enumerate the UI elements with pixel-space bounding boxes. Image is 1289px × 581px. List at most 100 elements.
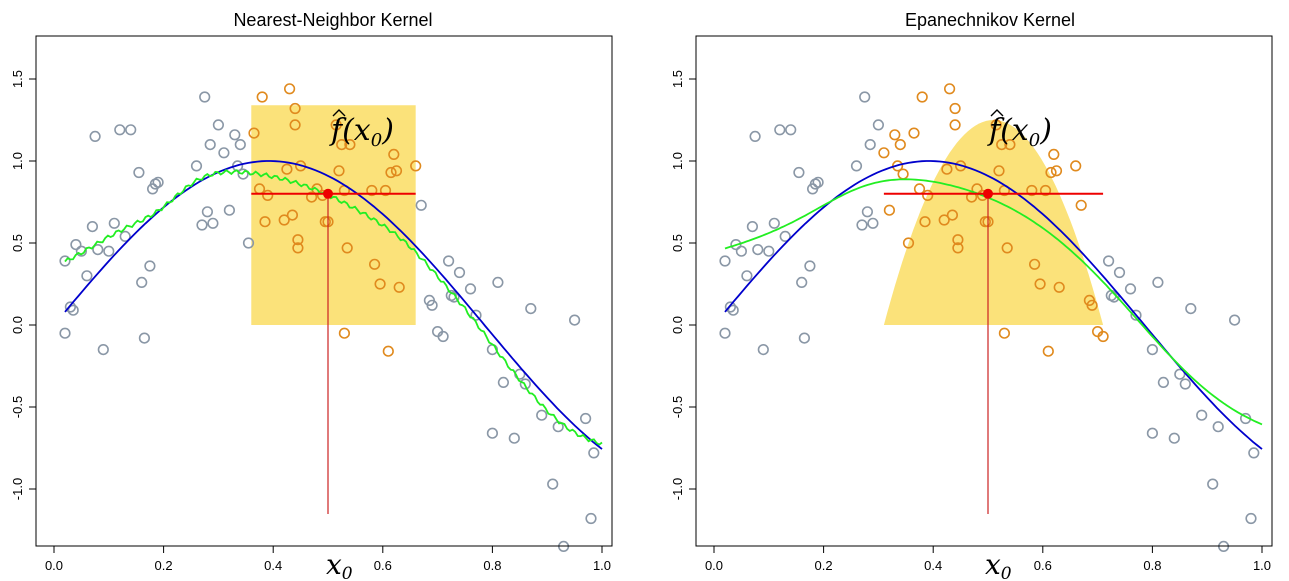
- data-point: [443, 255, 455, 267]
- data-point: [1124, 283, 1137, 295]
- data-point: [204, 139, 216, 151]
- x-tick-label: 0.6: [1034, 558, 1052, 573]
- target-marker: [883, 188, 1104, 514]
- data-point: [108, 217, 120, 229]
- data-point: [426, 299, 438, 311]
- data-point: [415, 199, 427, 211]
- data-point: [735, 245, 748, 257]
- data-point: [1086, 299, 1098, 311]
- data-point: [338, 327, 351, 339]
- data-point: [1053, 281, 1065, 293]
- data-point: [289, 102, 301, 115]
- data-point: [949, 102, 961, 115]
- data-point: [861, 206, 874, 218]
- data-point: [774, 124, 786, 136]
- kernel-box: [251, 105, 416, 326]
- data-point: [486, 427, 499, 439]
- data-point: [913, 183, 926, 195]
- plot-frame: [35, 35, 613, 547]
- data-point: [1130, 309, 1142, 321]
- data-point: [1245, 512, 1257, 525]
- data-point: [1042, 345, 1054, 357]
- kernel-fit-curve: [724, 178, 1263, 426]
- data-point: [727, 304, 739, 316]
- data-point: [1212, 421, 1224, 433]
- data-point: [1185, 303, 1197, 315]
- data-point: [70, 239, 82, 251]
- data-point: [248, 127, 260, 139]
- data-point: [547, 478, 559, 490]
- data-point: [1102, 255, 1115, 267]
- data-point: [1174, 368, 1186, 380]
- data-point: [941, 163, 953, 175]
- data-point: [525, 303, 537, 315]
- data-point: [464, 283, 477, 295]
- data-point: [262, 189, 274, 201]
- y-tick-label: 1.5: [10, 70, 25, 88]
- data-point: [864, 139, 876, 151]
- x-tick-label: 0.8: [483, 558, 501, 573]
- data-point: [336, 139, 348, 151]
- data-point: [867, 217, 879, 229]
- data-point: [724, 301, 737, 313]
- data-point: [850, 160, 863, 172]
- data-point: [568, 314, 581, 326]
- data-point: [234, 139, 246, 151]
- y-tick-label: -0.5: [10, 396, 25, 418]
- data-point: [242, 237, 255, 249]
- data-point: [809, 178, 822, 190]
- data-point: [393, 281, 405, 293]
- data-point: [796, 276, 808, 289]
- data-point: [952, 234, 964, 246]
- data-point: [1004, 139, 1016, 151]
- data-point: [1070, 160, 1082, 172]
- data-point: [1075, 199, 1087, 211]
- data-point: [1034, 278, 1046, 290]
- data-point: [878, 147, 890, 159]
- x-tick-label: 1.0: [1253, 558, 1271, 573]
- curves: [724, 160, 1263, 450]
- data-point: [86, 221, 98, 233]
- fhat-point: [983, 188, 993, 199]
- axes: 0.0 0.2 0.4 0.6 0.8 1.0 -1.0 -0.5 0.0 0.5 1.0 1.5: [670, 35, 1273, 573]
- data-point: [1248, 447, 1260, 459]
- data-point: [138, 332, 150, 344]
- data-point: [859, 91, 871, 103]
- data-point: [152, 176, 164, 188]
- x0-label: x0: [985, 548, 1012, 581]
- data-point: [998, 327, 1011, 339]
- data-point: [190, 160, 203, 172]
- y-tick-label: 0.5: [10, 234, 25, 252]
- data-point: [453, 266, 466, 279]
- data-point: [284, 83, 296, 95]
- data-point: [344, 139, 356, 151]
- data-point: [81, 270, 93, 282]
- data-point: [59, 255, 71, 267]
- data-point: [382, 345, 394, 357]
- data-point: [103, 245, 115, 257]
- panel-nearest-neighbor: Nearest-Neighbor Kernel 0.0 0.2 0.4 0.6 0.8 1…: [10, 10, 613, 581]
- data-point: [1207, 478, 1219, 490]
- data-point: [470, 309, 482, 321]
- kernel-window: [251, 105, 416, 326]
- data-point: [1168, 432, 1180, 444]
- data-point: [212, 119, 224, 131]
- data-point: [1026, 184, 1038, 197]
- data-point: [114, 124, 126, 136]
- data-point: [292, 242, 304, 254]
- data-point: [259, 216, 271, 228]
- axes: 0.0 0.2 0.4 0.6 0.8 1.0 -1.0 -0.5 0.0 0.5 1.0 1.5: [10, 35, 613, 573]
- y-tick-label: 0.0: [10, 316, 25, 334]
- fhat-label: f(x0): [329, 113, 394, 151]
- data-point: [508, 432, 520, 444]
- x-tick-label: 0.0: [45, 558, 63, 573]
- data-point: [497, 376, 510, 389]
- data-point: [1146, 427, 1158, 439]
- data-point: [922, 189, 934, 201]
- data-point: [223, 204, 235, 216]
- fhat-point: [323, 188, 333, 199]
- data-point: [768, 217, 780, 229]
- data-point: [730, 239, 742, 251]
- data-point: [1228, 314, 1241, 326]
